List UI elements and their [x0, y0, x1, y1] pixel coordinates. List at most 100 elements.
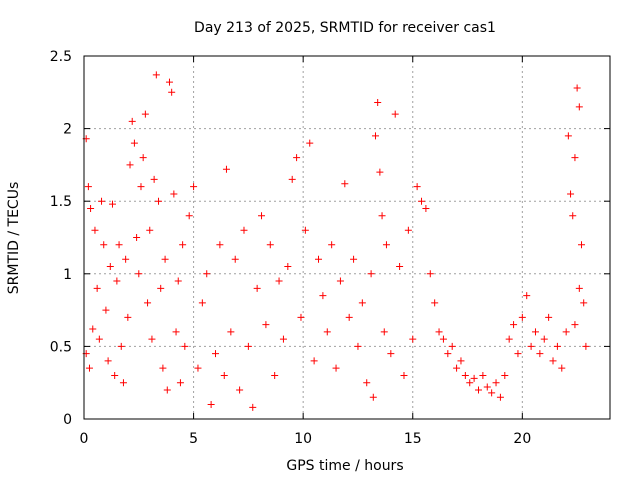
data-point: [139, 154, 147, 162]
data-point: [369, 393, 377, 401]
data-point: [573, 84, 581, 92]
data-point: [181, 342, 189, 350]
data-point: [244, 342, 252, 350]
data-point: [345, 313, 353, 321]
data-point: [124, 313, 132, 321]
data-point: [569, 212, 577, 220]
data-point: [93, 284, 101, 292]
data-point: [315, 255, 323, 263]
data-point: [104, 357, 112, 365]
data-point: [400, 371, 408, 379]
data-point: [567, 190, 575, 198]
data-point: [194, 364, 202, 372]
data-point: [262, 321, 270, 329]
data-point: [505, 335, 513, 343]
data-point: [89, 325, 97, 333]
data-point: [220, 371, 228, 379]
data-point: [98, 197, 106, 205]
x-tick-label: 20: [513, 431, 531, 447]
data-point: [236, 386, 244, 394]
data-point: [126, 161, 134, 169]
data-point: [190, 183, 198, 191]
data-point: [404, 226, 412, 234]
data-point: [323, 328, 331, 336]
data-points: [82, 71, 590, 411]
data-point: [510, 321, 518, 329]
data-point: [558, 364, 566, 372]
data-point: [111, 371, 119, 379]
data-point: [165, 78, 173, 86]
data-point: [367, 270, 375, 278]
data-point: [198, 299, 206, 307]
data-point: [137, 183, 145, 191]
data-point: [350, 255, 358, 263]
data-point: [288, 175, 296, 183]
data-point: [571, 321, 579, 329]
data-point: [580, 299, 588, 307]
data-point: [523, 292, 531, 300]
axis-ticks: 0 5 10 15 20 0 0.5 1 1.5 2 2.5: [50, 49, 610, 447]
data-point: [571, 154, 579, 162]
data-point: [336, 277, 344, 285]
data-point: [207, 400, 215, 408]
data-point: [496, 393, 504, 401]
data-point: [549, 357, 557, 365]
data-point: [172, 328, 180, 336]
data-point: [157, 284, 165, 292]
data-point: [212, 350, 219, 358]
data-point: [119, 379, 127, 387]
data-point: [527, 342, 535, 350]
data-point: [564, 132, 572, 140]
chart-title: Day 213 of 2025, SRMTID for receiver cas…: [194, 20, 496, 36]
data-point: [113, 277, 121, 285]
data-point: [391, 110, 399, 118]
data-point: [179, 241, 187, 249]
data-point: [203, 270, 211, 278]
data-point: [536, 350, 544, 358]
data-point: [380, 328, 388, 336]
grid-lines: [84, 56, 610, 419]
data-point: [275, 277, 283, 285]
data-point: [582, 342, 590, 350]
data-point: [422, 204, 430, 212]
data-point: [444, 350, 452, 358]
data-point: [216, 241, 224, 249]
data-point: [501, 371, 509, 379]
data-point: [161, 255, 169, 263]
data-point: [439, 335, 447, 343]
data-point: [457, 357, 465, 365]
data-point: [562, 328, 570, 336]
data-point: [431, 299, 439, 307]
data-point: [95, 335, 103, 343]
x-tick-label: 0: [80, 431, 89, 447]
data-point: [155, 197, 163, 205]
data-point: [240, 226, 248, 234]
x-tick-label: 10: [294, 431, 312, 447]
data-point: [279, 335, 287, 343]
data-point: [492, 379, 500, 387]
data-point: [310, 357, 318, 365]
data-point: [378, 212, 386, 220]
data-point: [128, 117, 136, 125]
data-point: [185, 212, 193, 220]
data-point: [231, 255, 239, 263]
y-tick-label: 2.5: [50, 49, 72, 65]
data-point: [117, 342, 125, 350]
data-point: [545, 313, 553, 321]
data-point: [144, 299, 152, 307]
data-point: [363, 379, 371, 387]
data-point: [578, 241, 586, 249]
data-point: [115, 241, 123, 249]
data-point: [146, 226, 154, 234]
data-point: [575, 103, 583, 111]
data-point: [575, 284, 583, 292]
data-point: [448, 342, 456, 350]
data-point: [84, 183, 92, 191]
data-point: [328, 241, 336, 249]
data-point: [106, 263, 114, 271]
x-tick-label: 5: [189, 431, 198, 447]
y-tick-label: 0.5: [50, 339, 72, 355]
data-point: [170, 190, 178, 198]
x-tick-label: 15: [404, 431, 422, 447]
